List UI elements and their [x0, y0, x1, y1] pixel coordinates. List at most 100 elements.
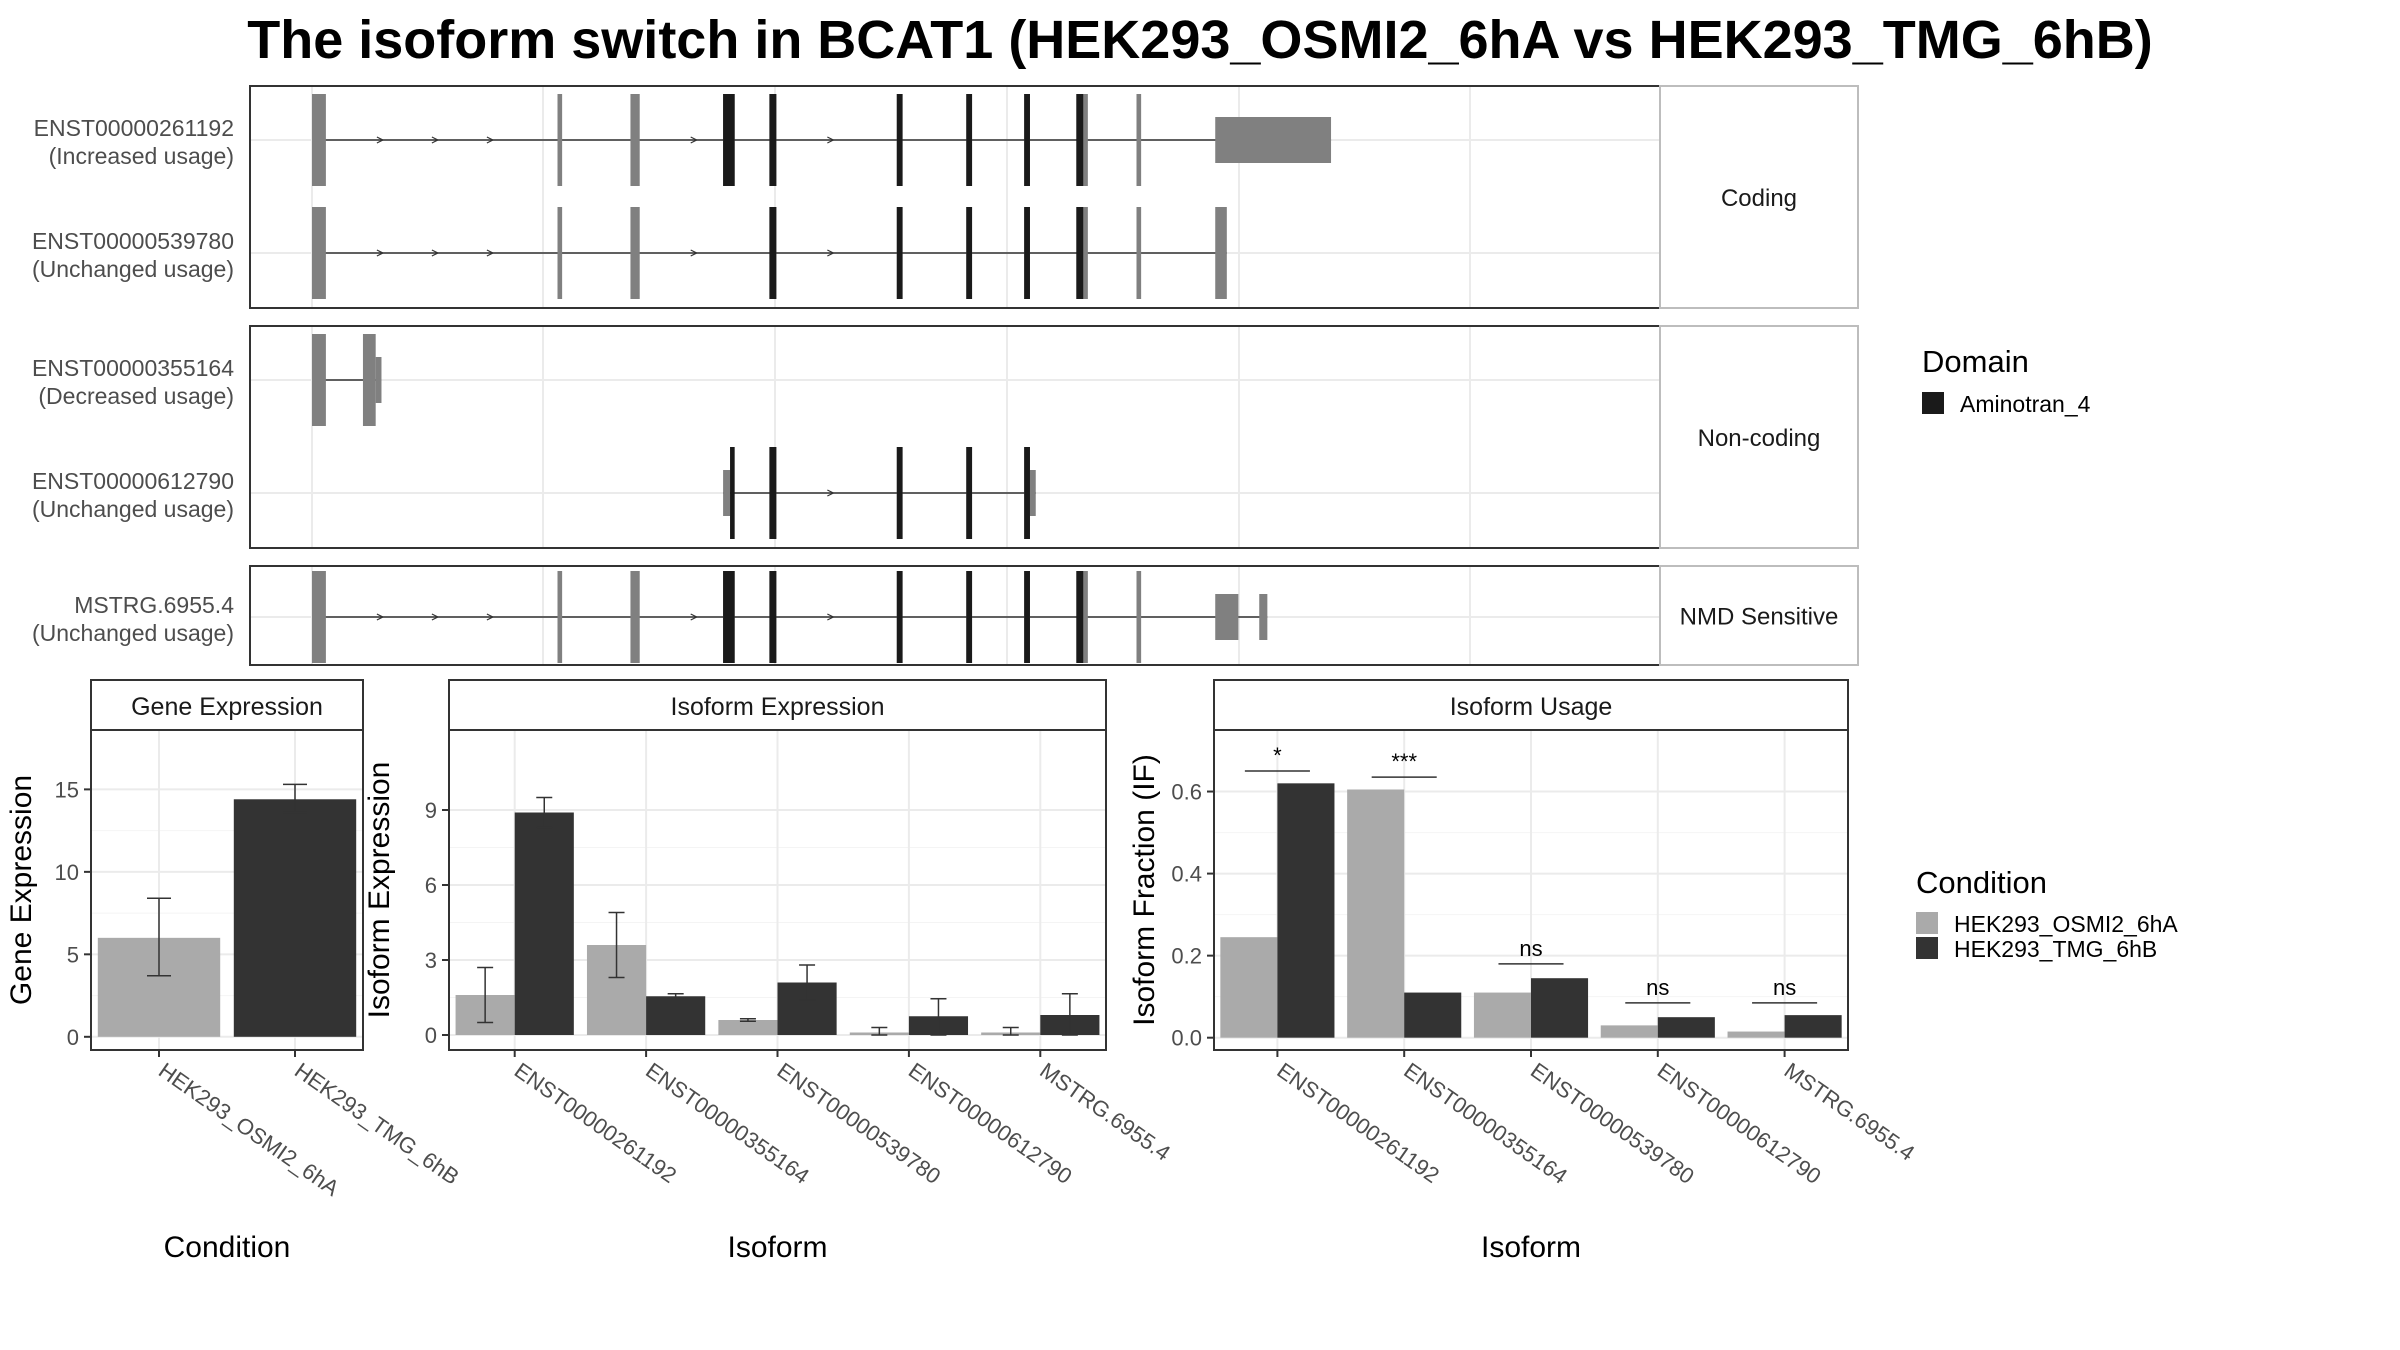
transcript-id-label: ENST00000355164 — [32, 355, 234, 381]
y-axis-title: Gene Expression — [5, 775, 38, 1005]
direction-arrow — [431, 613, 440, 621]
error-bar — [147, 897, 171, 977]
x-tick-label: MSTRG.6955.4 — [1035, 1058, 1175, 1166]
domain-block — [1024, 207, 1030, 299]
error-bar — [930, 998, 947, 1036]
significance-label: ns — [1519, 936, 1542, 961]
exon-block — [375, 357, 382, 403]
facet-label: NMD Sensitive — [1680, 604, 1839, 631]
bar — [1784, 1015, 1842, 1038]
domain-block — [769, 207, 777, 299]
domain-block — [1076, 571, 1084, 663]
significance-label: ns — [1773, 975, 1796, 1000]
bar-chart-panel: Isoform Expression0369ENST00000261192ENS… — [363, 679, 1175, 1264]
y-tick-label: 6 — [425, 873, 437, 898]
domain-block — [1076, 207, 1084, 299]
y-axis-title: Isoform Fraction (IF) — [1128, 754, 1161, 1026]
facet-strip — [1659, 85, 1859, 309]
bar — [514, 812, 574, 1035]
domain-block — [966, 571, 973, 663]
direction-arrow — [827, 489, 835, 497]
transcript-row: ENST00000261192(Increased usage) — [34, 94, 1332, 186]
exon-block — [557, 207, 563, 299]
exon-block — [557, 94, 563, 186]
exon-block — [1215, 117, 1332, 163]
legends: Domain Aminotran_4 Condition HEK293_OSMI2_6… — [1916, 344, 2178, 962]
y-tick-label: 0 — [425, 1023, 437, 1048]
bar — [1657, 1017, 1715, 1038]
domain-block — [769, 571, 777, 663]
domain-block — [896, 447, 903, 539]
legend-label: HEK293_OSMI2_6hA — [1954, 911, 2178, 937]
figure-title: The isoform switch in BCAT1 (HEK293_OSMI… — [247, 10, 2152, 70]
error-bar — [283, 783, 307, 814]
bar — [1473, 992, 1531, 1038]
exon-block — [1136, 94, 1142, 186]
y-tick-label: 15 — [55, 777, 79, 802]
exon-block — [362, 334, 376, 426]
exon-block — [312, 207, 326, 299]
domain-block — [769, 447, 777, 539]
legend-title: Condition — [1916, 865, 2047, 900]
domain-block — [1024, 447, 1030, 539]
facet-label: Coding — [1721, 185, 1797, 212]
exon-block — [723, 470, 731, 516]
exon-block — [1082, 571, 1088, 663]
x-axis-title: Isoform — [727, 1231, 827, 1264]
direction-arrow — [827, 136, 835, 144]
domain-block — [966, 207, 973, 299]
transcript-usage-label: (Unchanged usage) — [32, 256, 234, 282]
y-tick-label: 0.2 — [1171, 944, 1202, 969]
exon-block — [630, 207, 640, 299]
domain-block — [1076, 94, 1084, 186]
exon-block — [312, 571, 326, 663]
exon-block — [1136, 571, 1142, 663]
domain-block — [966, 447, 973, 539]
y-tick-label: 3 — [425, 948, 437, 973]
transcript-row: MSTRG.6955.4(Unchanged usage) — [32, 571, 1268, 663]
bar — [1404, 992, 1462, 1038]
bar — [1531, 978, 1589, 1038]
plot-border — [90, 729, 364, 1051]
significance-label: ns — [1646, 975, 1669, 1000]
direction-arrow — [827, 249, 835, 257]
significance-label: * — [1273, 743, 1282, 768]
direction-arrow — [376, 249, 385, 257]
domain-block — [730, 447, 735, 539]
error-bar — [608, 911, 625, 979]
x-axis-title: Condition — [164, 1231, 291, 1264]
domain-block — [1024, 94, 1030, 186]
error-bar — [477, 966, 494, 1024]
bar — [718, 1020, 778, 1035]
structure-group: MSTRG.6955.4(Unchanged usage) NMD Sensiti… — [32, 565, 1859, 666]
transcript-usage-label: (Increased usage) — [49, 143, 234, 169]
y-tick-label: 10 — [55, 860, 79, 885]
panel-title: Gene Expression — [131, 693, 323, 721]
legend-label: HEK293_TMG_6hB — [1954, 936, 2157, 962]
structure-panel-bg — [250, 566, 1660, 665]
direction-arrow — [486, 136, 495, 144]
domain-legend: Domain Aminotran_4 — [1922, 344, 2091, 417]
transcript-id-label: ENST00000612790 — [32, 468, 234, 494]
domain-block — [769, 94, 777, 186]
y-tick-label: 0.0 — [1171, 1026, 1202, 1051]
error-bar — [871, 1026, 888, 1036]
bar — [1727, 1031, 1785, 1038]
structure-group: ENST00000355164(Decreased usage)ENST0000… — [32, 325, 1859, 549]
exon-block — [1082, 207, 1088, 299]
direction-arrow — [376, 613, 385, 621]
panel-title-strip — [90, 679, 364, 731]
y-tick-label: 0.4 — [1171, 862, 1202, 887]
domain-block — [723, 571, 735, 663]
panel-title: Isoform Expression — [671, 693, 885, 721]
panel-title: Isoform Usage — [1450, 693, 1613, 721]
y-tick-label: 5 — [67, 942, 79, 967]
legend-title: Domain — [1922, 344, 2029, 379]
domain-block — [1024, 571, 1030, 663]
transcript-usage-label: (Unchanged usage) — [32, 620, 234, 646]
transcript-row: ENST00000539780(Unchanged usage) — [32, 207, 1227, 299]
transcript-id-label: ENST00000539780 — [32, 228, 234, 254]
exon-block — [1136, 207, 1142, 299]
